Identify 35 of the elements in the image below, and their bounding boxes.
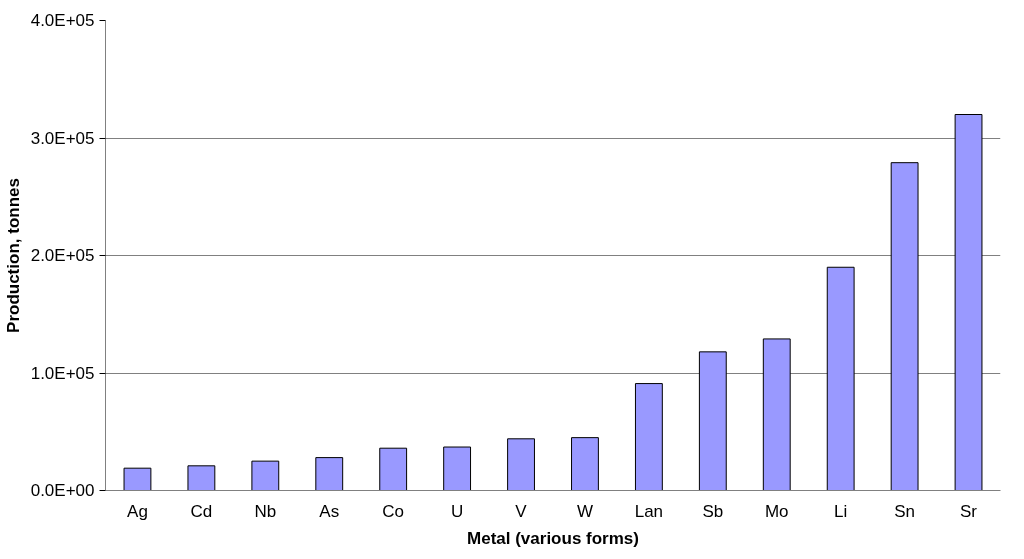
- x-tick-label: Li: [834, 501, 848, 521]
- x-tick-label: Sn: [894, 501, 916, 521]
- bar: [826, 266, 855, 491]
- x-tick-label: Ag: [127, 501, 148, 521]
- bar: [315, 457, 344, 491]
- bar: [762, 338, 791, 491]
- bar: [890, 162, 919, 491]
- bar: [571, 437, 599, 491]
- x-tick-label: Sr: [960, 501, 978, 521]
- bar: [634, 383, 663, 491]
- y-tick-label: 1.0E+05: [30, 363, 95, 383]
- x-tick-label: Sb: [702, 501, 724, 521]
- x-tick-label: U: [450, 501, 464, 521]
- y-tick-label: 4.0E+05: [30, 11, 95, 30]
- x-tick-label: Cd: [190, 501, 213, 521]
- x-tick-label: Co: [382, 501, 405, 521]
- x-tick-label: As: [319, 501, 340, 521]
- x-tick-label: Lan: [634, 501, 664, 521]
- x-tick-label: Mo: [764, 501, 789, 521]
- y-tick-label: 3.0E+05: [30, 128, 95, 148]
- bar: [443, 446, 472, 491]
- x-tick-label: W: [576, 501, 593, 521]
- x-axis-title: Metal (various forms): [467, 528, 639, 548]
- bar: [123, 467, 152, 491]
- bar: [251, 460, 280, 491]
- bar: [379, 447, 408, 491]
- bar: [187, 465, 216, 491]
- bar: [698, 351, 727, 491]
- x-tick-label: V: [515, 501, 528, 521]
- y-tick-label: 2.0E+05: [30, 246, 95, 265]
- y-axis-title: Production, tonnes: [3, 178, 23, 333]
- y-tick-label: 0.0E+00: [30, 481, 95, 500]
- bar: [507, 438, 535, 491]
- x-tick-label: Nb: [254, 501, 277, 521]
- bar: [954, 114, 983, 491]
